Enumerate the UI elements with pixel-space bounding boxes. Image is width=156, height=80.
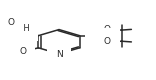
Text: O: O	[19, 47, 26, 56]
Text: O: O	[8, 18, 15, 27]
Text: O: O	[104, 25, 111, 34]
Text: B: B	[94, 31, 100, 40]
Text: NH: NH	[17, 24, 30, 33]
Text: O: O	[104, 37, 111, 46]
Text: N: N	[56, 50, 62, 59]
